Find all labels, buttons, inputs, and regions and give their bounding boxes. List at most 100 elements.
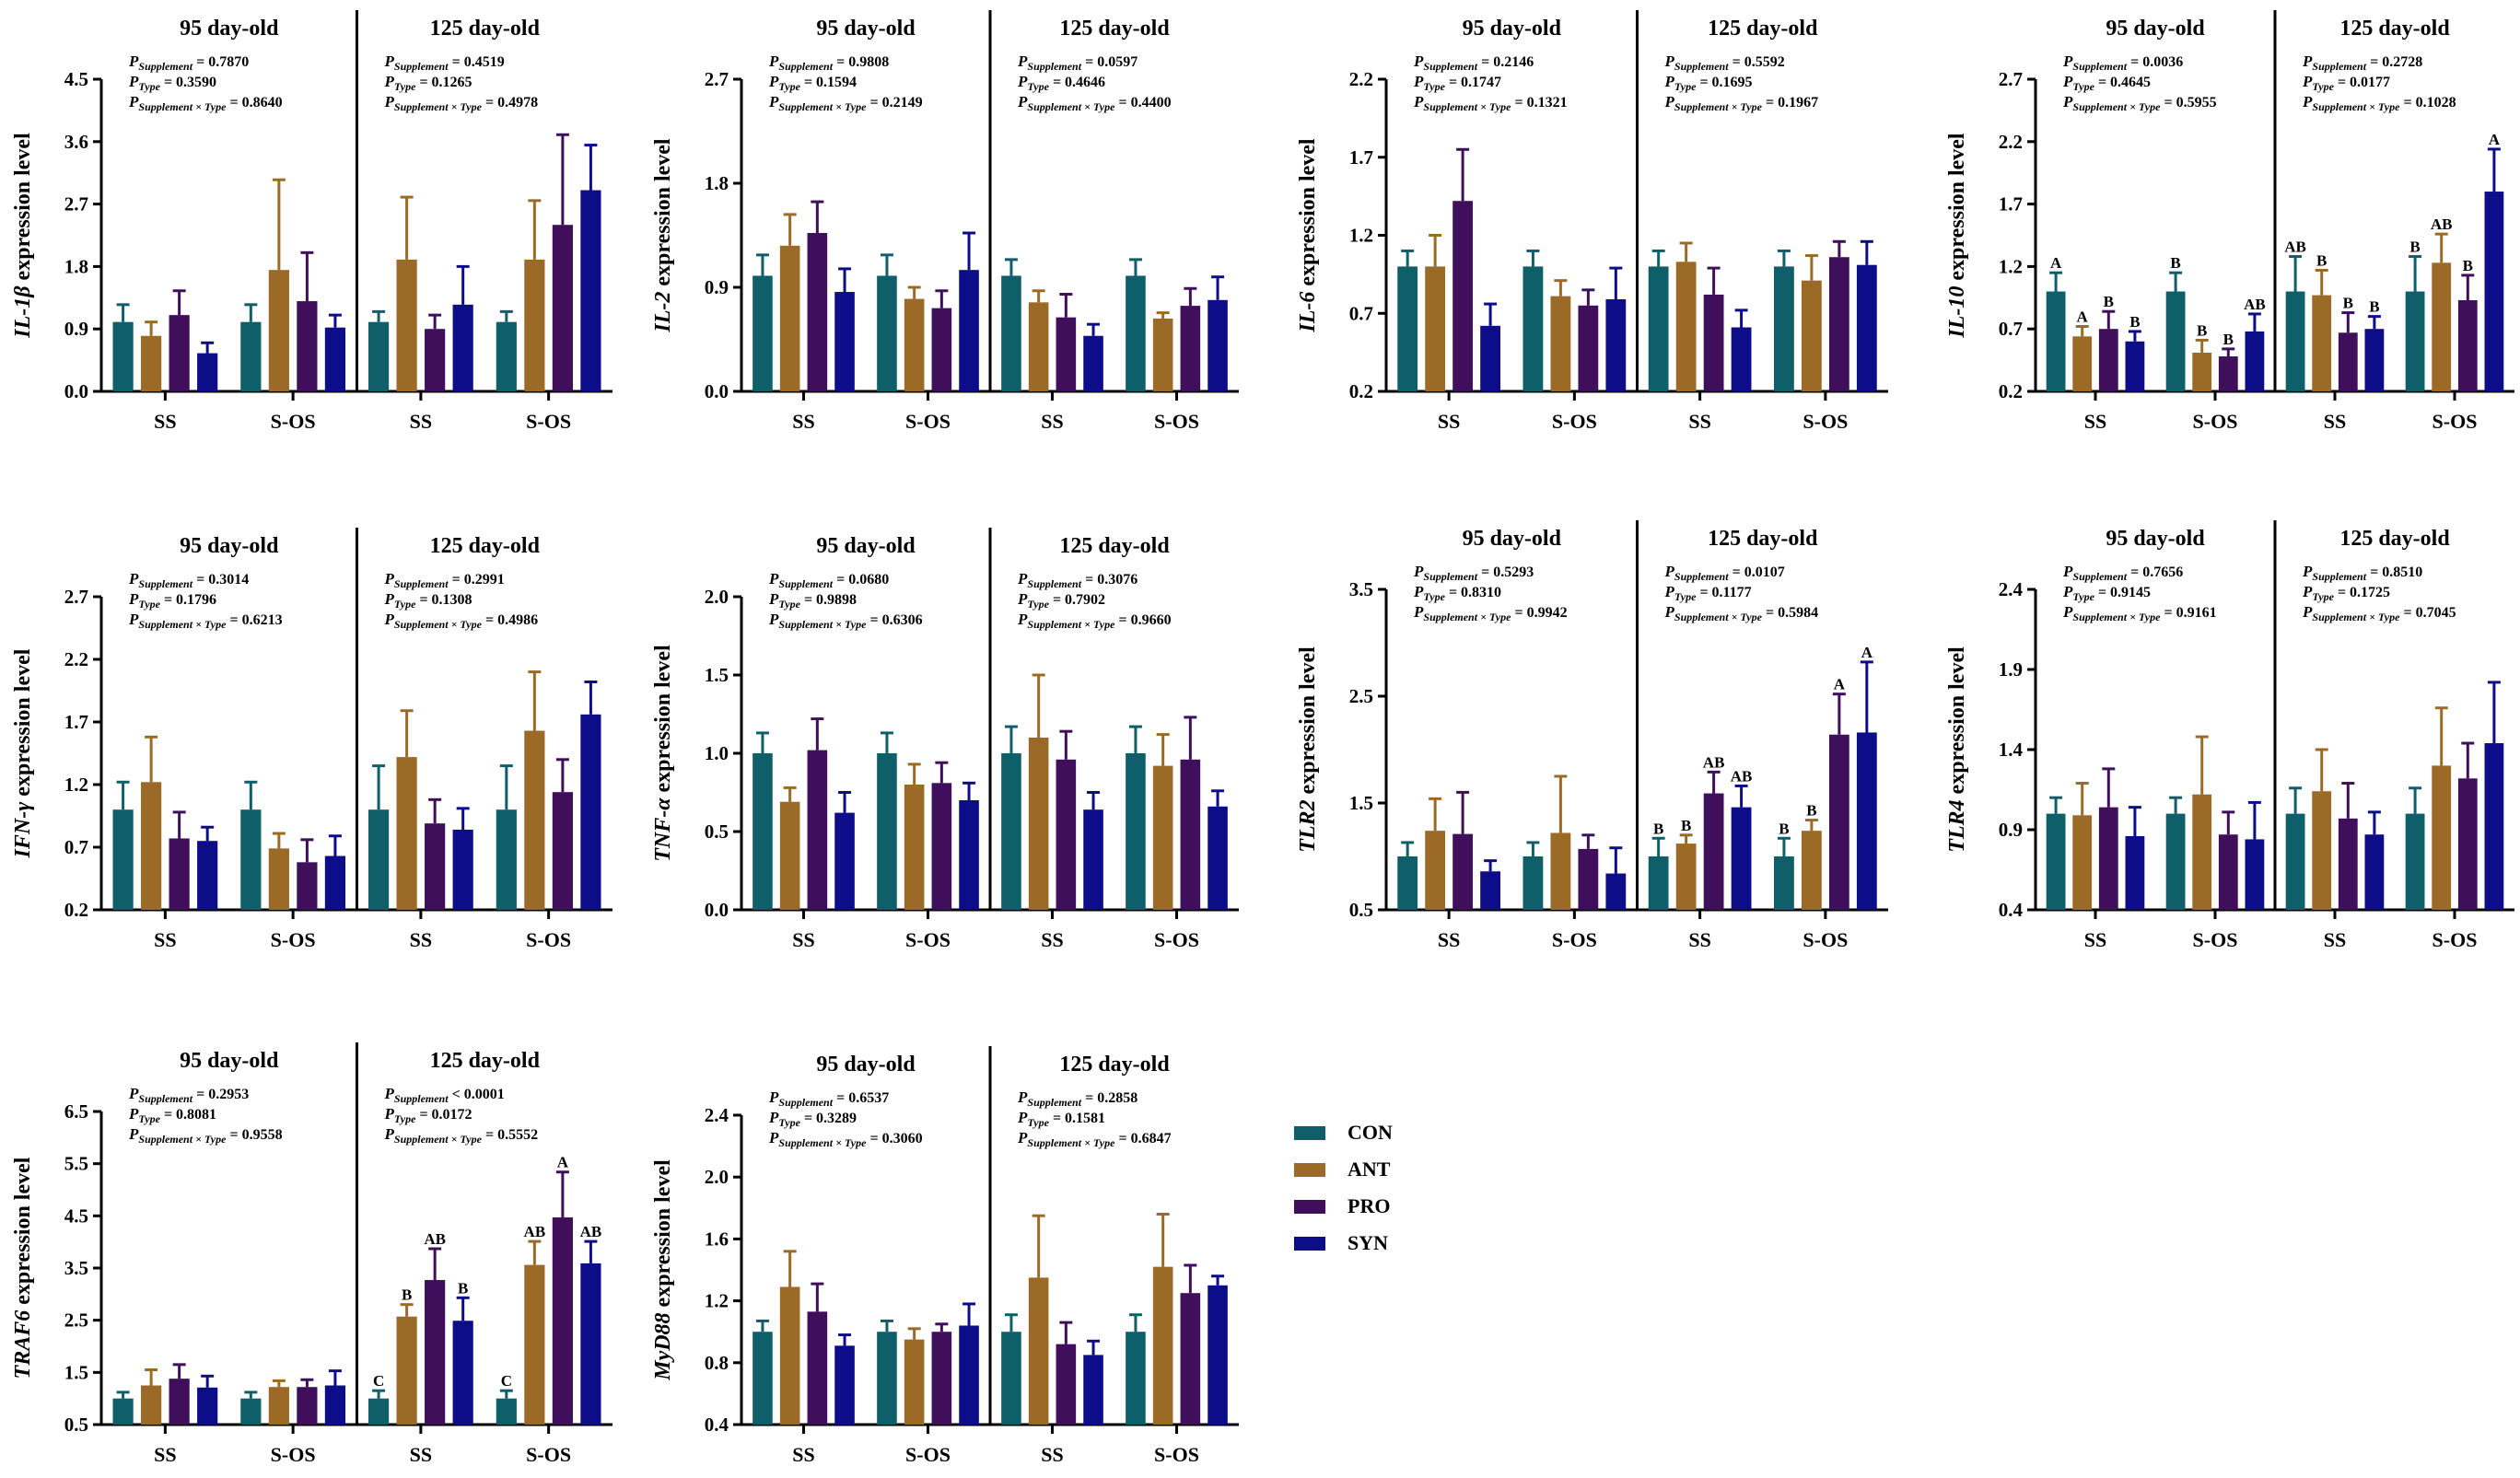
p-symbol: P	[768, 93, 779, 111]
bar-syn	[2364, 834, 2385, 910]
bar-pro	[2457, 778, 2478, 910]
p-value: = 0.1177	[1696, 585, 1751, 600]
bar-pro	[297, 1387, 318, 1425]
legend-item-ant: ANT	[1294, 1151, 1393, 1188]
bar-ant	[2072, 815, 2093, 910]
bar-con	[877, 1332, 897, 1425]
p-supplement: PSupplement = 0.5293	[1413, 563, 1534, 583]
p-type: PType = 0.7902	[1017, 590, 1105, 611]
p-subscript: Supplement	[778, 1096, 833, 1109]
y-tick-label: 0.2	[1999, 380, 2023, 402]
p-symbol: P	[768, 1129, 779, 1146]
p-symbol: P	[1017, 1109, 1028, 1126]
legend-item-con: CON	[1294, 1114, 1393, 1151]
legend-swatch-syn	[1294, 1236, 1325, 1251]
p-value: = 0.4400	[1114, 95, 1171, 111]
age-title: 95 day-old	[816, 534, 916, 558]
p-symbol: P	[2302, 603, 2313, 621]
y-tick-label: 2.5	[64, 1309, 88, 1332]
y-tick-label: 4.5	[64, 68, 88, 90]
p-subscript: Supplement	[778, 577, 833, 590]
y-tick-label: 2.7	[64, 193, 88, 215]
p-subscript: Supplement	[778, 60, 833, 73]
significance-letter: B	[2316, 251, 2327, 269]
p-value: = 0.2858	[1081, 1090, 1138, 1106]
p-symbol: P	[1017, 1129, 1028, 1146]
x-group-label: SS	[792, 410, 814, 433]
p-symbol: P	[1413, 603, 1424, 621]
legend-label-ant: ANT	[1348, 1158, 1391, 1181]
bar-con	[1774, 266, 1794, 391]
bar-syn	[1731, 327, 1752, 391]
bar-con	[1126, 275, 1146, 391]
bar-ant	[2312, 791, 2332, 910]
bar-pro	[552, 792, 573, 910]
p-value: = 0.4978	[482, 95, 538, 111]
p-subscript: Supplement	[1674, 570, 1729, 583]
p-value: = 0.2146	[1477, 54, 1534, 70]
gene-name: TRAF6	[11, 1310, 35, 1379]
bar-ant	[2432, 262, 2452, 391]
p-subscript: Supplement	[138, 577, 192, 590]
significance-letter: B	[1681, 817, 1691, 834]
significance-letter: B	[1653, 820, 1663, 837]
p-value: = 0.4645	[2094, 75, 2151, 90]
bar-ant	[1152, 1266, 1173, 1425]
significance-letter: AB	[1703, 753, 1725, 771]
bar-syn	[2245, 331, 2265, 391]
p-value: = 0.1308	[415, 592, 472, 608]
bar-ant	[1028, 738, 1049, 910]
bar-syn	[197, 1387, 218, 1425]
p-subscript: Supplement × Type	[394, 100, 483, 113]
p-symbol: P	[1413, 52, 1424, 70]
p-value: = 0.9161	[2160, 605, 2216, 621]
x-group-label: S-OS	[271, 928, 316, 951]
p-interaction: PSupplement × Type = 0.4986	[384, 611, 539, 631]
legend-label-con: CON	[1348, 1121, 1393, 1144]
panel-tlr2: 0.5 1.5 2.5 3.5 TLR2 expression level 95 day-…	[1296, 520, 1888, 951]
p-value: = 0.9898	[800, 592, 857, 608]
x-group-label: SS	[2324, 410, 2346, 433]
p-symbol: P	[1664, 52, 1675, 70]
bar-syn	[2245, 839, 2265, 910]
bar-pro	[2338, 332, 2358, 391]
p-subscript: Supplement	[138, 1092, 192, 1105]
y-tick-label: 0.7	[64, 836, 88, 858]
p-supplement: PSupplement = 0.2953	[128, 1085, 249, 1105]
bar-con	[2285, 813, 2305, 910]
p-type: PType = 0.8310	[1413, 583, 1501, 603]
p-value: = 0.5293	[1477, 564, 1534, 580]
y-tick-label: 1.8	[64, 255, 88, 277]
p-supplement: PSupplement = 0.0680	[768, 570, 889, 590]
y-tick-label: 2.4	[705, 1104, 729, 1126]
p-subscript: Type	[1423, 590, 1445, 603]
p-symbol: P	[768, 1109, 779, 1126]
x-group-label: SS	[410, 1443, 432, 1466]
x-group-label: S-OS	[2193, 410, 2238, 433]
p-value: = 0.3590	[160, 75, 216, 90]
p-type: PType = 0.4646	[1017, 73, 1105, 93]
p-subscript: Type	[778, 598, 800, 611]
p-supplement: PSupplement = 0.4519	[384, 52, 505, 73]
p-value: = 0.1695	[1696, 75, 1752, 90]
p-subscript: Supplement × Type	[2312, 611, 2400, 623]
p-interaction: PSupplement × Type = 0.5552	[384, 1125, 539, 1146]
y-tick-label: 0.5	[1349, 899, 1373, 921]
bar-pro	[931, 1332, 952, 1425]
p-subscript: Supplement × Type	[394, 1133, 483, 1146]
p-subscript: Supplement × Type	[138, 618, 227, 631]
age-title: 95 day-old	[180, 17, 279, 41]
bar-pro	[1452, 201, 1474, 391]
p-type: PType = 0.1695	[1664, 73, 1753, 93]
bar-ant	[779, 245, 800, 391]
p-subscript: Type	[778, 80, 800, 93]
p-symbol: P	[1413, 563, 1424, 580]
bar-con	[368, 1398, 390, 1425]
y-tick-label: 2.4	[1999, 578, 2024, 600]
p-symbol: P	[2302, 73, 2313, 90]
p-interaction: PSupplement × Type = 0.9660	[1017, 611, 1172, 631]
p-subscript: Supplement	[1423, 60, 1477, 73]
x-group-label: S-OS	[1552, 928, 1597, 951]
bar-con	[368, 809, 390, 910]
y-axis-label: IL-2 expression level	[651, 138, 675, 333]
